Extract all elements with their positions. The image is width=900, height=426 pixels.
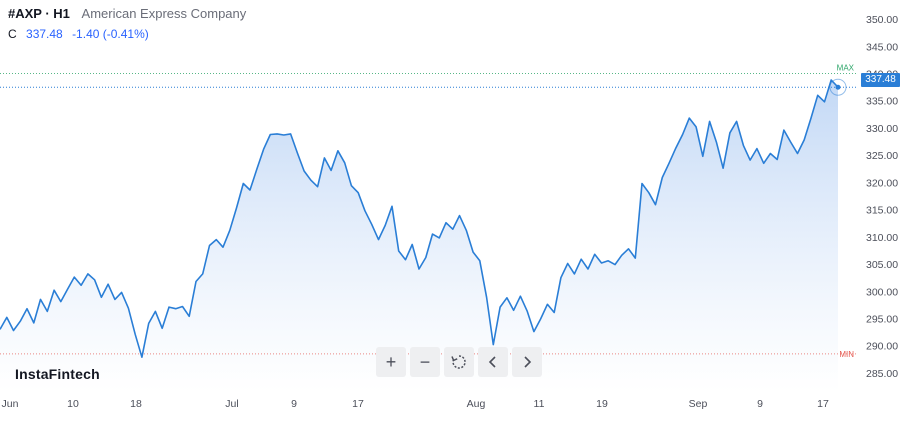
zoom-in-button[interactable]: + [376,347,406,377]
zoom-toolbar: + − [376,347,542,377]
brand-logo-text: InstaFintech [15,366,100,382]
last-price-tag: 337.48 [861,73,900,87]
x-tick-label: 18 [130,398,142,410]
close-value: 337.48 [26,27,63,41]
y-tick-label: 335.00 [866,96,898,108]
x-tick-label: 10 [67,398,79,410]
reset-icon [451,355,466,369]
forward-button[interactable] [512,347,542,377]
x-tick-label: 17 [352,398,364,410]
symbol-label: #AXP · H1 [8,6,70,21]
series-line-layer [0,79,839,358]
zoom-out-label: − [419,351,431,372]
close-label: C [8,27,17,41]
series-line [0,79,839,358]
x-tick-label: 17 [817,398,829,410]
y-tick-label: 300.00 [866,286,898,298]
x-tick-label: 19 [596,398,608,410]
last-point-dot [835,84,841,90]
y-tick-label: 320.00 [866,177,898,189]
x-tick-label: 9 [757,398,763,410]
x-tick-label: 9 [291,398,297,410]
zoom-out-button[interactable]: − [410,347,440,377]
y-tick-label: 285.00 [866,368,898,380]
y-tick-label: 325.00 [866,150,898,162]
y-tick-label: 350.00 [866,14,898,26]
max-label: MAX [837,64,855,73]
company-name: American Express Company [81,6,247,21]
x-tick-label: Jun [2,398,19,410]
x-tick-label: Jul [225,398,238,410]
y-tick-label: 315.00 [866,205,898,217]
chevron-left-icon [488,356,496,368]
min-label: MIN [839,350,854,359]
chart-legend: #AXP · H1 American Express Company [8,6,246,21]
x-tick-label: 11 [534,398,545,410]
change-value: -1.40 (-0.41%) [72,27,149,41]
back-button[interactable] [478,347,508,377]
quote-line: C 337.48 -1.40 (-0.41%) [8,27,149,41]
series-area [0,80,838,392]
area-fill-layer [0,80,838,392]
last-price-marker [829,78,847,96]
y-tick-label: 330.00 [866,123,898,135]
y-tick-label: 310.00 [866,232,898,244]
x-tick-label: Sep [689,398,708,410]
x-tick-label: Aug [467,398,486,410]
reset-button[interactable] [444,347,474,377]
last-point-halo [829,78,847,96]
x-axis: Jun 10 18 Jul 9 17 Aug 11 19 Sep 9 17 [2,398,829,410]
y-tick-label: 295.00 [866,314,898,326]
y-axis: 350.00345.00340.00335.00330.00325.00320.… [866,14,898,380]
chevron-right-icon [524,356,532,368]
y-tick-label: 305.00 [866,259,898,271]
y-tick-label: 290.00 [866,341,898,353]
zoom-in-label: + [385,351,397,372]
y-tick-label: 345.00 [866,41,898,53]
